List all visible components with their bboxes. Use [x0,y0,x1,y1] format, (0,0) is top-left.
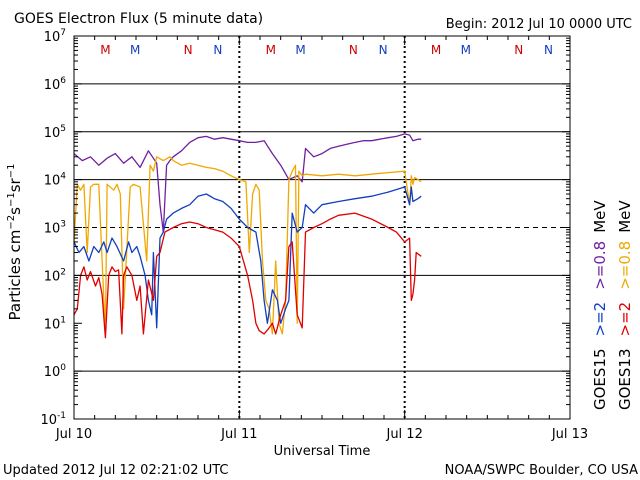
satellite-marker: N [213,43,222,57]
satellite-marker: N [379,43,388,57]
satellite-marker: M [461,43,471,57]
legend-goes13: GOES13>=2>=0.8MeV [616,200,634,410]
plot-grid [74,83,570,372]
legend-goes15: GOES15>=2>=0.8MeV [591,200,609,410]
y-tick-label: 107 [44,28,66,45]
series-line [73,156,422,335]
y-tick-labels: 107 106 105 104 103 102 101 100 10-1 [40,28,66,428]
x-tick-label: Jul 13 [551,427,588,442]
x-tick-labels: Jul 10 Jul 11 Jul 12 Jul 13 [55,427,588,442]
chart-title: GOES Electron Flux (5 minute data) [14,11,263,27]
legend: GOES15>=2>=0.8MeV GOES13>=2>=0.8MeV [591,200,634,410]
axis-ticks [73,36,571,420]
y-tick-label: 104 [44,172,67,189]
satellite-marker: M [266,43,276,57]
y-axis-label: Particles cm−2s−1sr−1 [6,164,24,321]
day-dividers [238,36,406,419]
y-tick-label: 10-1 [40,411,66,428]
begin-time: Begin: 2012 Jul 10 0000 UTC [446,17,632,32]
y-tick-label: 102 [44,267,66,284]
x-tick-label: Jul 12 [385,427,422,442]
satellite-marker: N [544,43,553,57]
satellite-marker: M [431,43,441,57]
series-layer [73,133,422,339]
series-line [73,186,422,329]
x-tick-label: Jul 11 [220,427,257,442]
y-tick-label: 105 [44,124,66,141]
y-tick-label: 101 [44,315,66,332]
satellite-marker: N [184,43,193,57]
satellite-marker: M [100,43,110,57]
y-tick-label: 106 [44,76,67,93]
satellite-marker: M [295,43,305,57]
satellite-marker: M [130,43,140,57]
series-line [73,133,422,233]
series-line [73,212,422,339]
credit-label: NOAA/SWPC Boulder, CO USA [445,463,638,478]
satellite-marker: N [349,43,358,57]
x-axis-label: Universal Time [274,444,371,459]
x-tick-label: Jul 10 [55,427,92,442]
y-tick-label: 100 [44,363,67,380]
satellite-marker: N [514,43,523,57]
updated-timestamp: Updated 2012 Jul 12 02:21:02 UTC [3,463,228,478]
y-tick-label: 103 [44,220,66,237]
